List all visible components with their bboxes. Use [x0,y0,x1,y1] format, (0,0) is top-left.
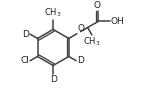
Text: O: O [77,24,84,33]
Text: D: D [77,56,84,65]
Text: OH: OH [110,17,124,26]
Text: D: D [50,75,57,84]
Text: CH$_3$: CH$_3$ [44,7,62,19]
Text: Cl: Cl [20,56,29,65]
Text: O: O [94,1,101,10]
Text: CH$_3$: CH$_3$ [83,36,101,48]
Text: D: D [22,30,29,39]
